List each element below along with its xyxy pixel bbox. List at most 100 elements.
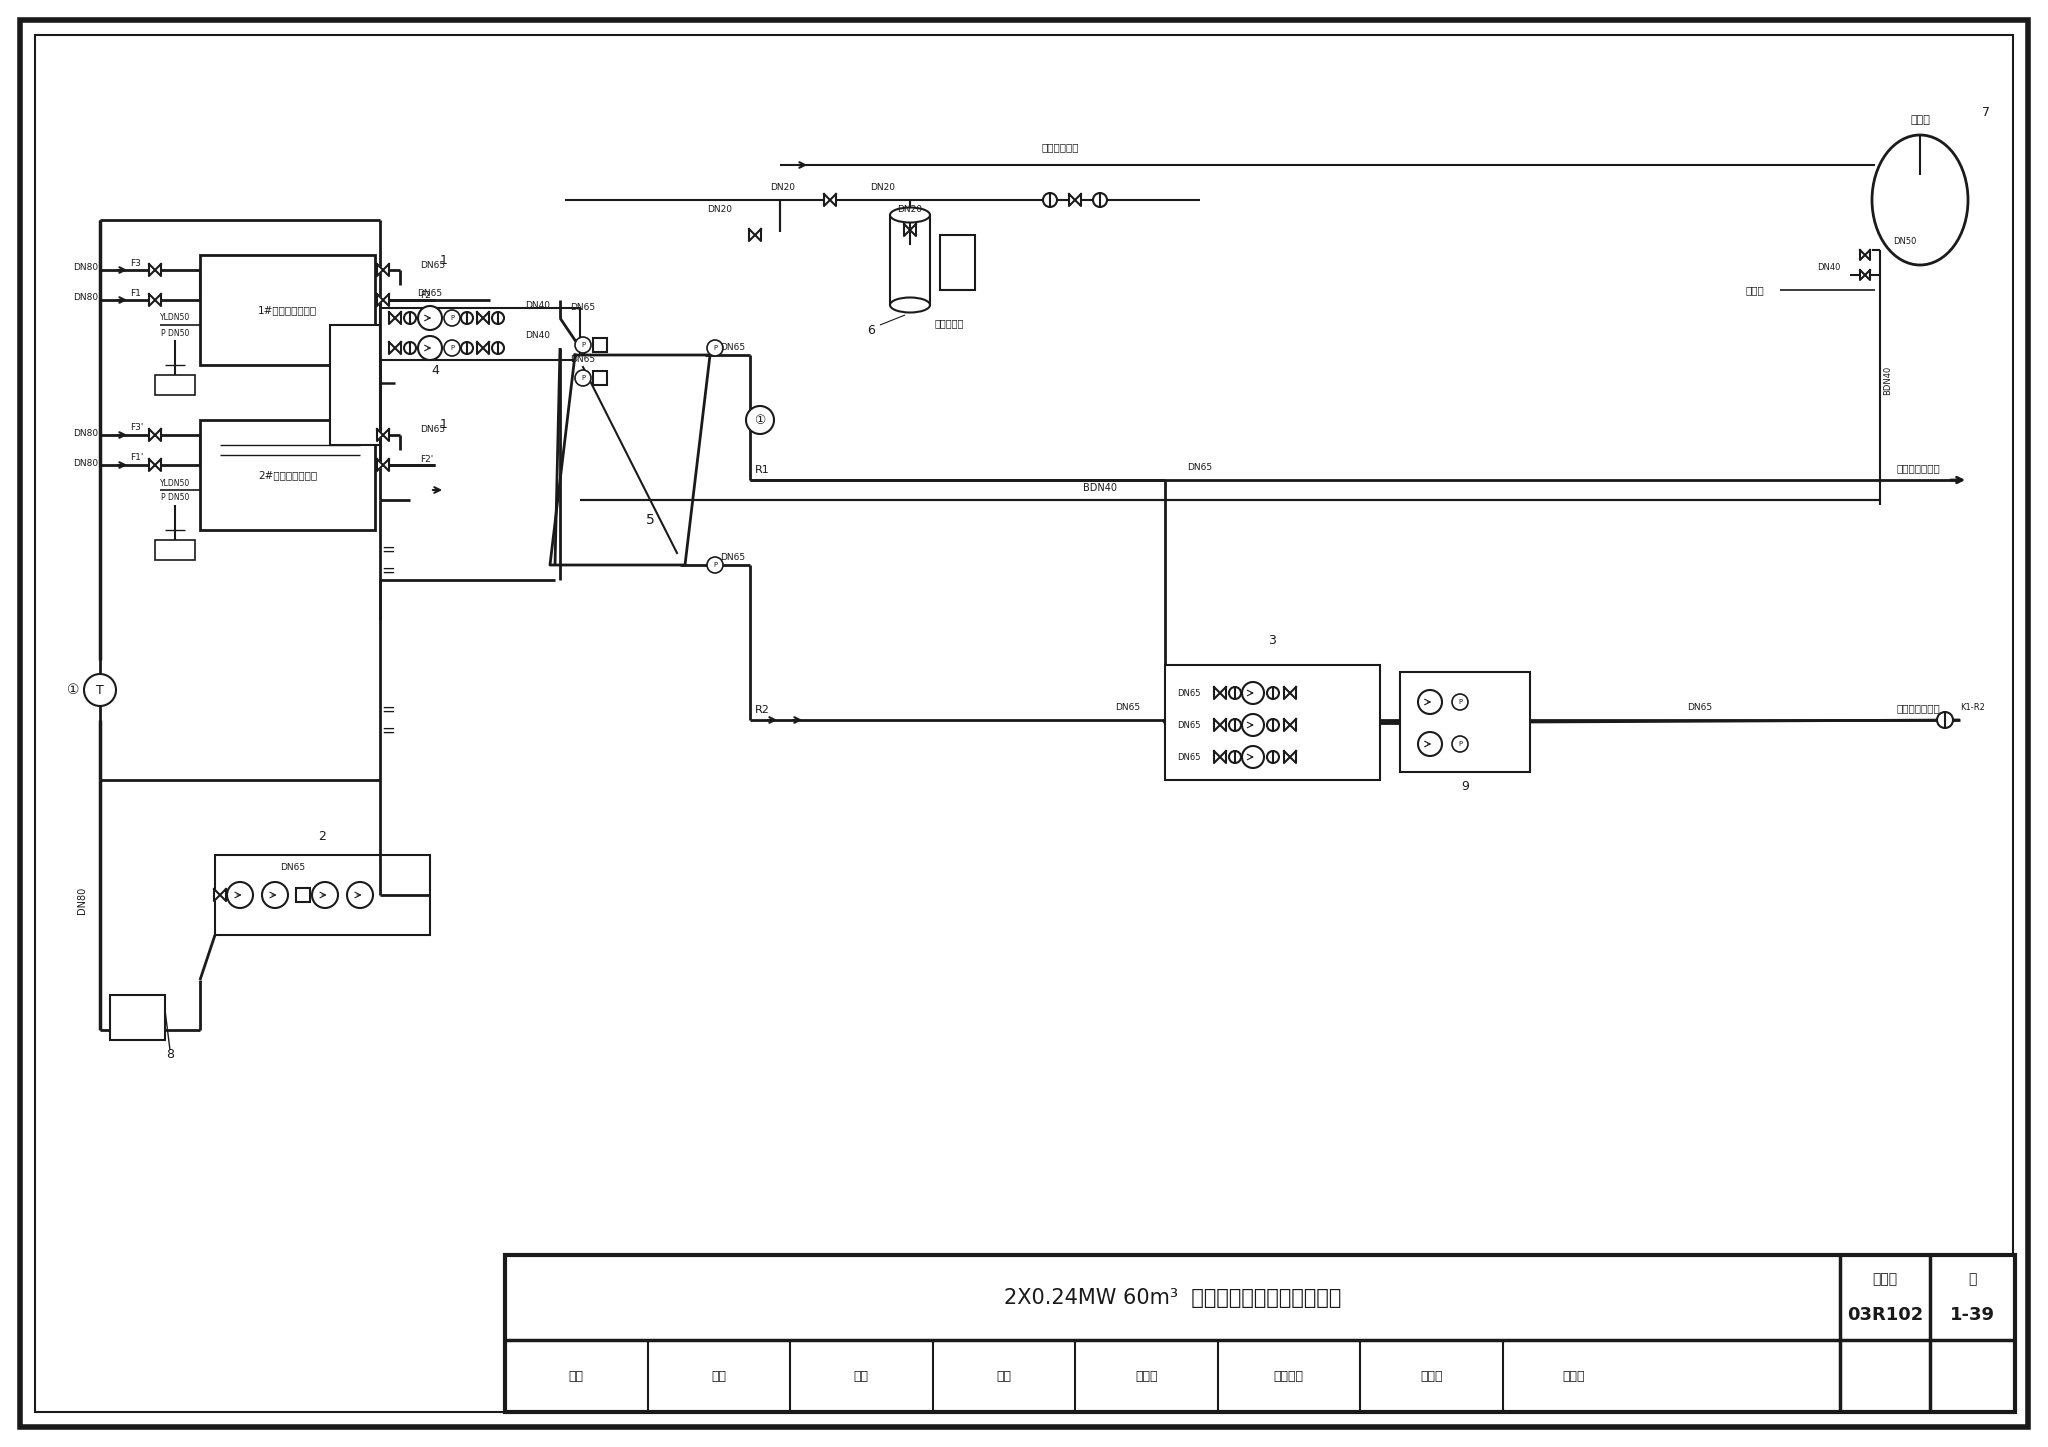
- Polygon shape: [1214, 719, 1221, 731]
- Bar: [330, 326, 381, 446]
- Text: DN40: DN40: [524, 301, 551, 311]
- Text: DN20: DN20: [870, 184, 895, 192]
- Circle shape: [1229, 751, 1241, 763]
- Polygon shape: [477, 341, 483, 355]
- Text: P: P: [1458, 699, 1462, 705]
- Text: 朱来林: 朱来林: [1419, 1369, 1442, 1382]
- Circle shape: [1094, 192, 1108, 207]
- Text: 03R102: 03R102: [1847, 1305, 1923, 1324]
- Bar: [156, 540, 195, 560]
- Text: 3: 3: [1268, 634, 1276, 647]
- Polygon shape: [1290, 751, 1296, 763]
- Text: R1: R1: [756, 464, 770, 475]
- Polygon shape: [909, 224, 915, 236]
- Text: 软化水装置: 软化水装置: [936, 318, 965, 328]
- Bar: [156, 375, 195, 395]
- Polygon shape: [903, 224, 909, 236]
- Text: T: T: [96, 683, 104, 696]
- Circle shape: [1241, 713, 1264, 737]
- Polygon shape: [389, 313, 395, 324]
- Text: =
=: = =: [381, 700, 395, 739]
- Circle shape: [418, 305, 442, 330]
- Polygon shape: [395, 341, 401, 355]
- Polygon shape: [156, 263, 162, 276]
- Circle shape: [1268, 751, 1280, 763]
- Text: YLDN50: YLDN50: [160, 314, 190, 323]
- Text: P: P: [451, 344, 455, 352]
- Text: ①: ①: [754, 414, 766, 427]
- Bar: [111, 996, 166, 1040]
- Polygon shape: [395, 313, 401, 324]
- Bar: [506, 1255, 2015, 1412]
- Bar: [594, 339, 606, 352]
- Circle shape: [575, 370, 592, 386]
- Circle shape: [745, 407, 774, 434]
- Text: 定压罐: 定压罐: [1911, 114, 1929, 124]
- Polygon shape: [383, 428, 389, 441]
- Text: DN65: DN65: [418, 288, 442, 298]
- Polygon shape: [551, 355, 711, 564]
- Circle shape: [227, 883, 254, 909]
- Text: 接自来水管道: 接自来水管道: [1040, 142, 1079, 152]
- Bar: [891, 216, 930, 305]
- Circle shape: [84, 674, 117, 706]
- Text: 接地片: 接地片: [1745, 285, 1765, 295]
- Text: 页: 页: [1968, 1272, 1976, 1286]
- Polygon shape: [1284, 719, 1290, 731]
- Text: F3': F3': [129, 424, 143, 433]
- Polygon shape: [219, 888, 225, 901]
- Circle shape: [1229, 719, 1241, 731]
- Circle shape: [461, 341, 473, 355]
- Circle shape: [262, 883, 289, 909]
- Text: F3: F3: [129, 259, 141, 268]
- Text: DN20: DN20: [897, 205, 922, 214]
- Text: BDN40: BDN40: [1083, 483, 1116, 493]
- Text: P: P: [451, 315, 455, 321]
- Polygon shape: [1075, 194, 1081, 205]
- Text: DN65: DN65: [1114, 703, 1141, 712]
- Polygon shape: [1284, 687, 1290, 699]
- Text: DN65: DN65: [1178, 752, 1200, 761]
- Text: DN65: DN65: [1178, 689, 1200, 697]
- Polygon shape: [1221, 751, 1227, 763]
- Text: DN80: DN80: [74, 428, 98, 437]
- Text: 审核: 审核: [569, 1369, 584, 1382]
- Text: P DN50: P DN50: [162, 328, 188, 337]
- Text: =
=: = =: [381, 541, 395, 579]
- Circle shape: [707, 557, 723, 573]
- Text: 6: 6: [866, 324, 874, 337]
- Polygon shape: [156, 428, 162, 441]
- Circle shape: [707, 340, 723, 356]
- Ellipse shape: [891, 207, 930, 223]
- Text: 8: 8: [166, 1049, 174, 1062]
- Text: 4: 4: [430, 363, 438, 376]
- Polygon shape: [1866, 250, 1870, 260]
- Polygon shape: [383, 263, 389, 276]
- Circle shape: [1417, 690, 1442, 713]
- Polygon shape: [150, 263, 156, 276]
- Text: DN65: DN65: [281, 862, 305, 871]
- Bar: [1165, 666, 1380, 780]
- Circle shape: [461, 313, 473, 324]
- Text: DN65: DN65: [1178, 721, 1200, 729]
- Polygon shape: [1214, 751, 1221, 763]
- Polygon shape: [150, 428, 156, 441]
- Text: YLDN50: YLDN50: [160, 479, 190, 488]
- Text: 孙兴条: 孙兴条: [1563, 1369, 1585, 1382]
- Circle shape: [311, 883, 338, 909]
- Polygon shape: [377, 294, 383, 305]
- Circle shape: [575, 337, 592, 353]
- Text: P: P: [713, 561, 717, 569]
- Polygon shape: [1290, 687, 1296, 699]
- Text: DN80: DN80: [74, 263, 98, 272]
- Polygon shape: [1860, 271, 1866, 281]
- Ellipse shape: [891, 298, 930, 313]
- Text: DN80: DN80: [74, 459, 98, 467]
- Polygon shape: [156, 294, 162, 305]
- Circle shape: [1417, 732, 1442, 755]
- Circle shape: [1268, 719, 1280, 731]
- Text: DN65: DN65: [1688, 703, 1712, 712]
- Circle shape: [444, 310, 461, 326]
- Circle shape: [418, 336, 442, 360]
- Text: 石内设计: 石内设计: [1274, 1369, 1305, 1382]
